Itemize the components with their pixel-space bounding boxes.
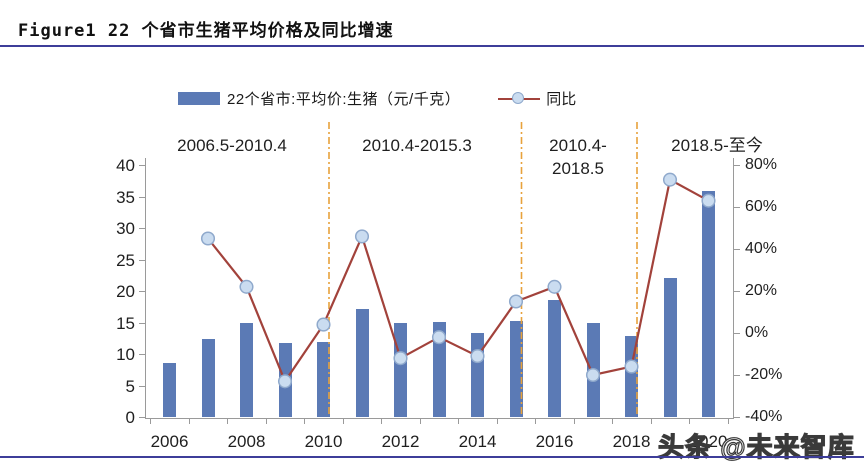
y-axis-right	[733, 158, 734, 418]
y2-axis-tick-label: -20%	[745, 366, 783, 383]
y-axis-tick-label: 35	[116, 187, 135, 207]
x-axis-tick	[650, 419, 652, 424]
line-swatch-marker	[512, 92, 525, 104]
y-axis-tick-label: 10	[116, 345, 135, 364]
y-axis-tick	[139, 354, 145, 355]
y2-axis-tick	[734, 249, 740, 250]
bar	[394, 323, 407, 417]
x-axis-tick	[227, 419, 229, 424]
bar	[163, 363, 176, 417]
y2-axis-tick-label: 20%	[745, 282, 778, 299]
y-axis-tick	[139, 165, 145, 166]
y2-axis-tick	[734, 375, 740, 376]
y2-axis-tick-label: -40%	[745, 408, 783, 425]
period-annotation: 2010.4- 2018.5	[549, 136, 607, 178]
legend: 22个省市:平均价:生猪（元/千克） 同比	[178, 88, 576, 109]
bar	[240, 322, 253, 417]
y2-axis-tick	[734, 291, 740, 292]
x-axis-tick	[458, 419, 460, 424]
x-axis-tick-label: 2018	[612, 432, 651, 451]
bottom-rule	[0, 456, 864, 458]
period-annotation: 2018.5-至今	[671, 136, 763, 155]
bar	[317, 342, 330, 417]
y-axis-tick-label: 20	[116, 282, 135, 301]
y-axis-tick	[139, 259, 145, 261]
y2-axis-tick	[734, 417, 740, 418]
bar	[355, 308, 369, 417]
period-annotation: 2010.4-2015.3	[362, 136, 472, 155]
x-axis-tick	[304, 419, 306, 424]
y-axis-tick	[139, 417, 145, 418]
y-axis-tick-label: 0	[125, 408, 135, 427]
bar	[702, 191, 715, 417]
bar	[625, 336, 638, 417]
bar	[201, 338, 215, 417]
watermark: 头条 @未来智库	[657, 431, 855, 462]
x-axis-tick	[150, 419, 152, 424]
bar	[509, 321, 523, 417]
y-axis-tick	[139, 196, 145, 198]
x-axis-tick-label: 2006	[150, 432, 189, 451]
bar	[663, 278, 677, 417]
x-axis-tick-label: 2020	[689, 432, 728, 451]
x-axis-tick	[535, 419, 537, 424]
bar	[471, 332, 484, 417]
bar-series-label: 22个省市:平均价:生猪（元/千克）	[227, 91, 461, 108]
x-axis-tick	[342, 419, 344, 424]
y-axis-tick-label: 40	[116, 156, 135, 175]
x-axis-tick	[727, 419, 729, 424]
x-axis-tick-label: 2008	[227, 432, 266, 451]
line-series-swatch	[498, 92, 541, 105]
y2-axis-tick-label: 80%	[745, 156, 778, 173]
x-axis-tick	[381, 419, 383, 424]
y-axis-tick	[139, 291, 145, 292]
y-axis-tick-label: 25	[116, 250, 135, 270]
y2-axis-tick-label: 0%	[745, 324, 769, 341]
figure-title: Figure1 22 个省市生猪平均价格及同比增速	[18, 21, 394, 41]
y2-axis-tick-label: 60%	[745, 198, 778, 215]
y2-axis-tick	[734, 333, 740, 334]
bar-series-swatch	[178, 92, 220, 105]
y-axis-left	[145, 158, 146, 418]
x-axis-tick	[496, 419, 498, 424]
bar	[548, 299, 561, 417]
x-axis-tick	[573, 419, 575, 424]
bar	[432, 321, 446, 417]
x-axis-tick-label: 2016	[535, 432, 574, 451]
y-axis-tick-label: 30	[116, 219, 135, 238]
x-axis-tick-label: 2010	[304, 432, 343, 451]
bar	[586, 322, 600, 417]
bar	[278, 343, 292, 417]
y2-axis-tick	[734, 207, 740, 208]
x-axis-tick	[265, 419, 267, 424]
x-axis-tick	[419, 419, 421, 424]
x-axis-tick	[612, 419, 614, 424]
x-axis-tick-label: 2012	[381, 432, 420, 451]
x-axis	[145, 418, 734, 419]
y-axis-tick	[139, 385, 145, 387]
y-axis-tick-label: 5	[125, 376, 135, 396]
x-axis-tick-label: 2014	[458, 432, 497, 451]
y-axis-tick-label: 15	[116, 313, 135, 333]
y-axis-tick	[139, 228, 145, 229]
x-axis-tick	[689, 419, 691, 424]
x-axis-tick	[188, 419, 190, 424]
y-axis-tick	[139, 322, 145, 324]
title-underline	[0, 45, 864, 47]
line-series-label: 同比	[546, 91, 577, 108]
y2-axis-tick	[734, 165, 740, 166]
y2-axis-tick-label: 40%	[745, 240, 778, 257]
period-annotation: 2006.5-2010.4	[177, 136, 287, 155]
